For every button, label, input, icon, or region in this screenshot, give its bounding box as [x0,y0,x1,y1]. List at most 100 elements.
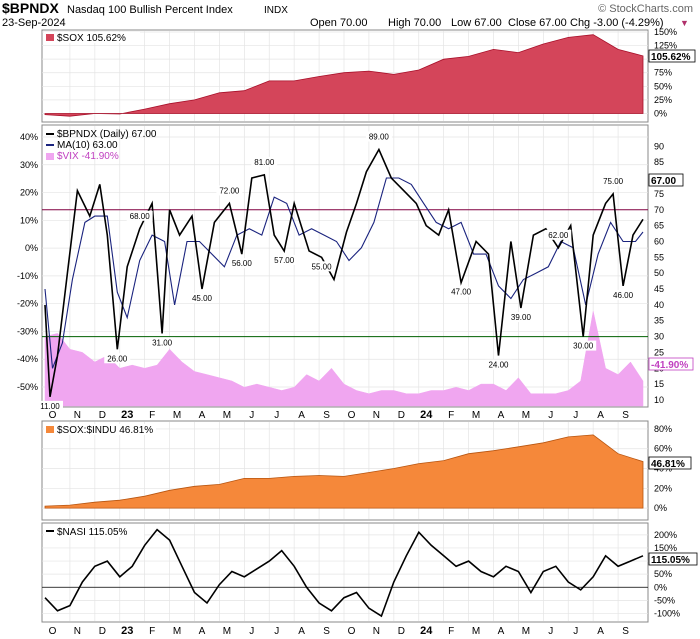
main-right-ytick-label: 90 [654,141,664,151]
time-axis-label: M [223,410,231,421]
change-down-arrow-icon: ▼ [680,18,689,28]
vix-value-label: -41.90% [651,360,688,371]
annotation-label: 55.00 [312,262,333,271]
vix-value-box [648,357,694,371]
time-axis-label: D [99,410,106,421]
time-axis-label: S [323,410,330,421]
main-right-ytick-label: 75 [654,189,664,199]
time-axis-label: A [597,626,604,637]
annotation-label: 47.00 [451,288,472,297]
main-right-ytick-label: 85 [654,157,664,167]
annotation-bg [216,185,243,196]
time-axis-label: S [622,626,629,637]
nasi-ytick-label: 200% [654,530,677,540]
time-axis-label: F [149,626,155,637]
sox-ytick-label: 25% [654,95,672,105]
main-right-ytick-label: 40 [654,300,664,310]
time-axis-label: A [597,410,604,421]
main-legend: $BPNDX (Daily) 67.00 MA(10) 63.00 $VIX -… [46,129,157,162]
time-axis-label: 24 [420,409,433,421]
annotation-label: 68.00 [130,212,151,221]
annotation-bg [365,131,392,142]
main-right-ytick-label: 35 [654,316,664,326]
annotation-label: 75.00 [603,177,624,186]
main-left-ytick-label: 0% [25,243,38,253]
nasi-ytick-label: 0% [654,582,667,592]
time-axis-label: O [49,410,57,421]
time-axis-label: 24 [420,625,433,637]
time-axis-label: A [498,410,505,421]
time-axis-label: N [373,410,380,421]
main-left-ytick-label: -50% [17,382,38,392]
sox-value-label: 105.62% [651,52,691,63]
annotation-label: 81.00 [254,158,275,167]
annotation-label: 31.00 [152,338,173,347]
time-axis-label: J [548,626,553,637]
time-axis-label: O [49,626,57,637]
annotation-bg [228,258,255,269]
annotation-label: 72.00 [219,186,240,195]
annotation-bg [448,286,475,297]
annotation-label: 39.00 [511,313,532,322]
vix-area [44,311,644,407]
time-axis-label: J [249,626,254,637]
time-axis-label: M [173,626,181,637]
ratio-value-box [648,456,692,470]
open-value: Open 70.00 [310,17,368,29]
time-axis-label: F [149,410,155,421]
time-axis-label: F [448,626,454,637]
low-value: Low 67.00 [451,17,502,29]
time-axis-label: S [622,410,629,421]
time-axis-label: A [199,626,206,637]
sox-legend-bg [44,32,140,43]
time-axis-label: J [249,410,254,421]
main-right-ytick-label: 60 [654,236,664,246]
main-right-ytick-label: 70 [654,205,664,215]
time-axis-label: D [398,626,405,637]
time-axis-label: M [522,410,530,421]
main-left-ytick-label: -40% [17,354,38,364]
ratio-ytick-label: 60% [654,444,672,454]
time-axis-label: N [74,626,81,637]
annotation-bg [308,261,335,272]
time-axis-label: N [74,410,81,421]
ma10-line [44,177,644,369]
ratio-legend-swatch [46,426,54,433]
time-axis-label: M [522,626,530,637]
main-left-ytick-label: 10% [20,215,38,225]
main-left-ytick-label: -10% [17,271,38,281]
vix-legend: $VIX -41.90% [57,151,119,162]
time-axis-label: J [274,626,279,637]
annotation-bg [251,156,278,167]
main-left-ytick-label: 30% [20,160,38,170]
annotation-label: 62.00 [548,231,569,240]
change-value: Chg -3.00 (-4.29%) [570,17,664,29]
time-axis-label: D [99,626,106,637]
time-axis-label: M [472,410,480,421]
ratio-legend-bg [44,424,156,435]
annotation-bg [188,293,215,304]
time-axis-label: D [398,410,405,421]
bpndx-line [44,147,644,397]
main-right-ytick-label: 10 [654,395,664,405]
annotation-label: 11.00 [40,402,60,411]
brand-logo: © StockCharts.com [598,3,693,15]
main-panel: 40% 30% 20% 10% 0% -10% -20% -30% -40% -50% 90 85 8… [17,124,694,421]
header-svg: $BPNDX Nasdaq 100 Bullish Percent Index … [2,0,693,29]
nasi-legend: $NASI 115.05% [57,527,128,538]
main-left-ytick-label: -20% [17,299,38,309]
main-right-ytick-label: 25 [654,347,664,357]
annotation-bg [600,175,627,186]
nasi-ytick-label: 50% [654,569,672,579]
high-value: High 70.00 [388,17,441,29]
time-axis-label: M [472,626,480,637]
time-axis-label: A [498,626,505,637]
main-right-ytick-label: 55 [654,252,664,262]
close-value: Close 67.00 [508,17,567,29]
annotation-bg [271,254,298,265]
nasi-ytick-label: 150% [654,543,677,553]
annotation-label: 30.00 [573,342,594,351]
sox-legend: $SOX 105.62% [57,33,126,44]
chart-header: $BPNDX Nasdaq 100 Bullish Percent Index … [0,0,700,30]
main-right-ytick-label: 45 [654,284,664,294]
